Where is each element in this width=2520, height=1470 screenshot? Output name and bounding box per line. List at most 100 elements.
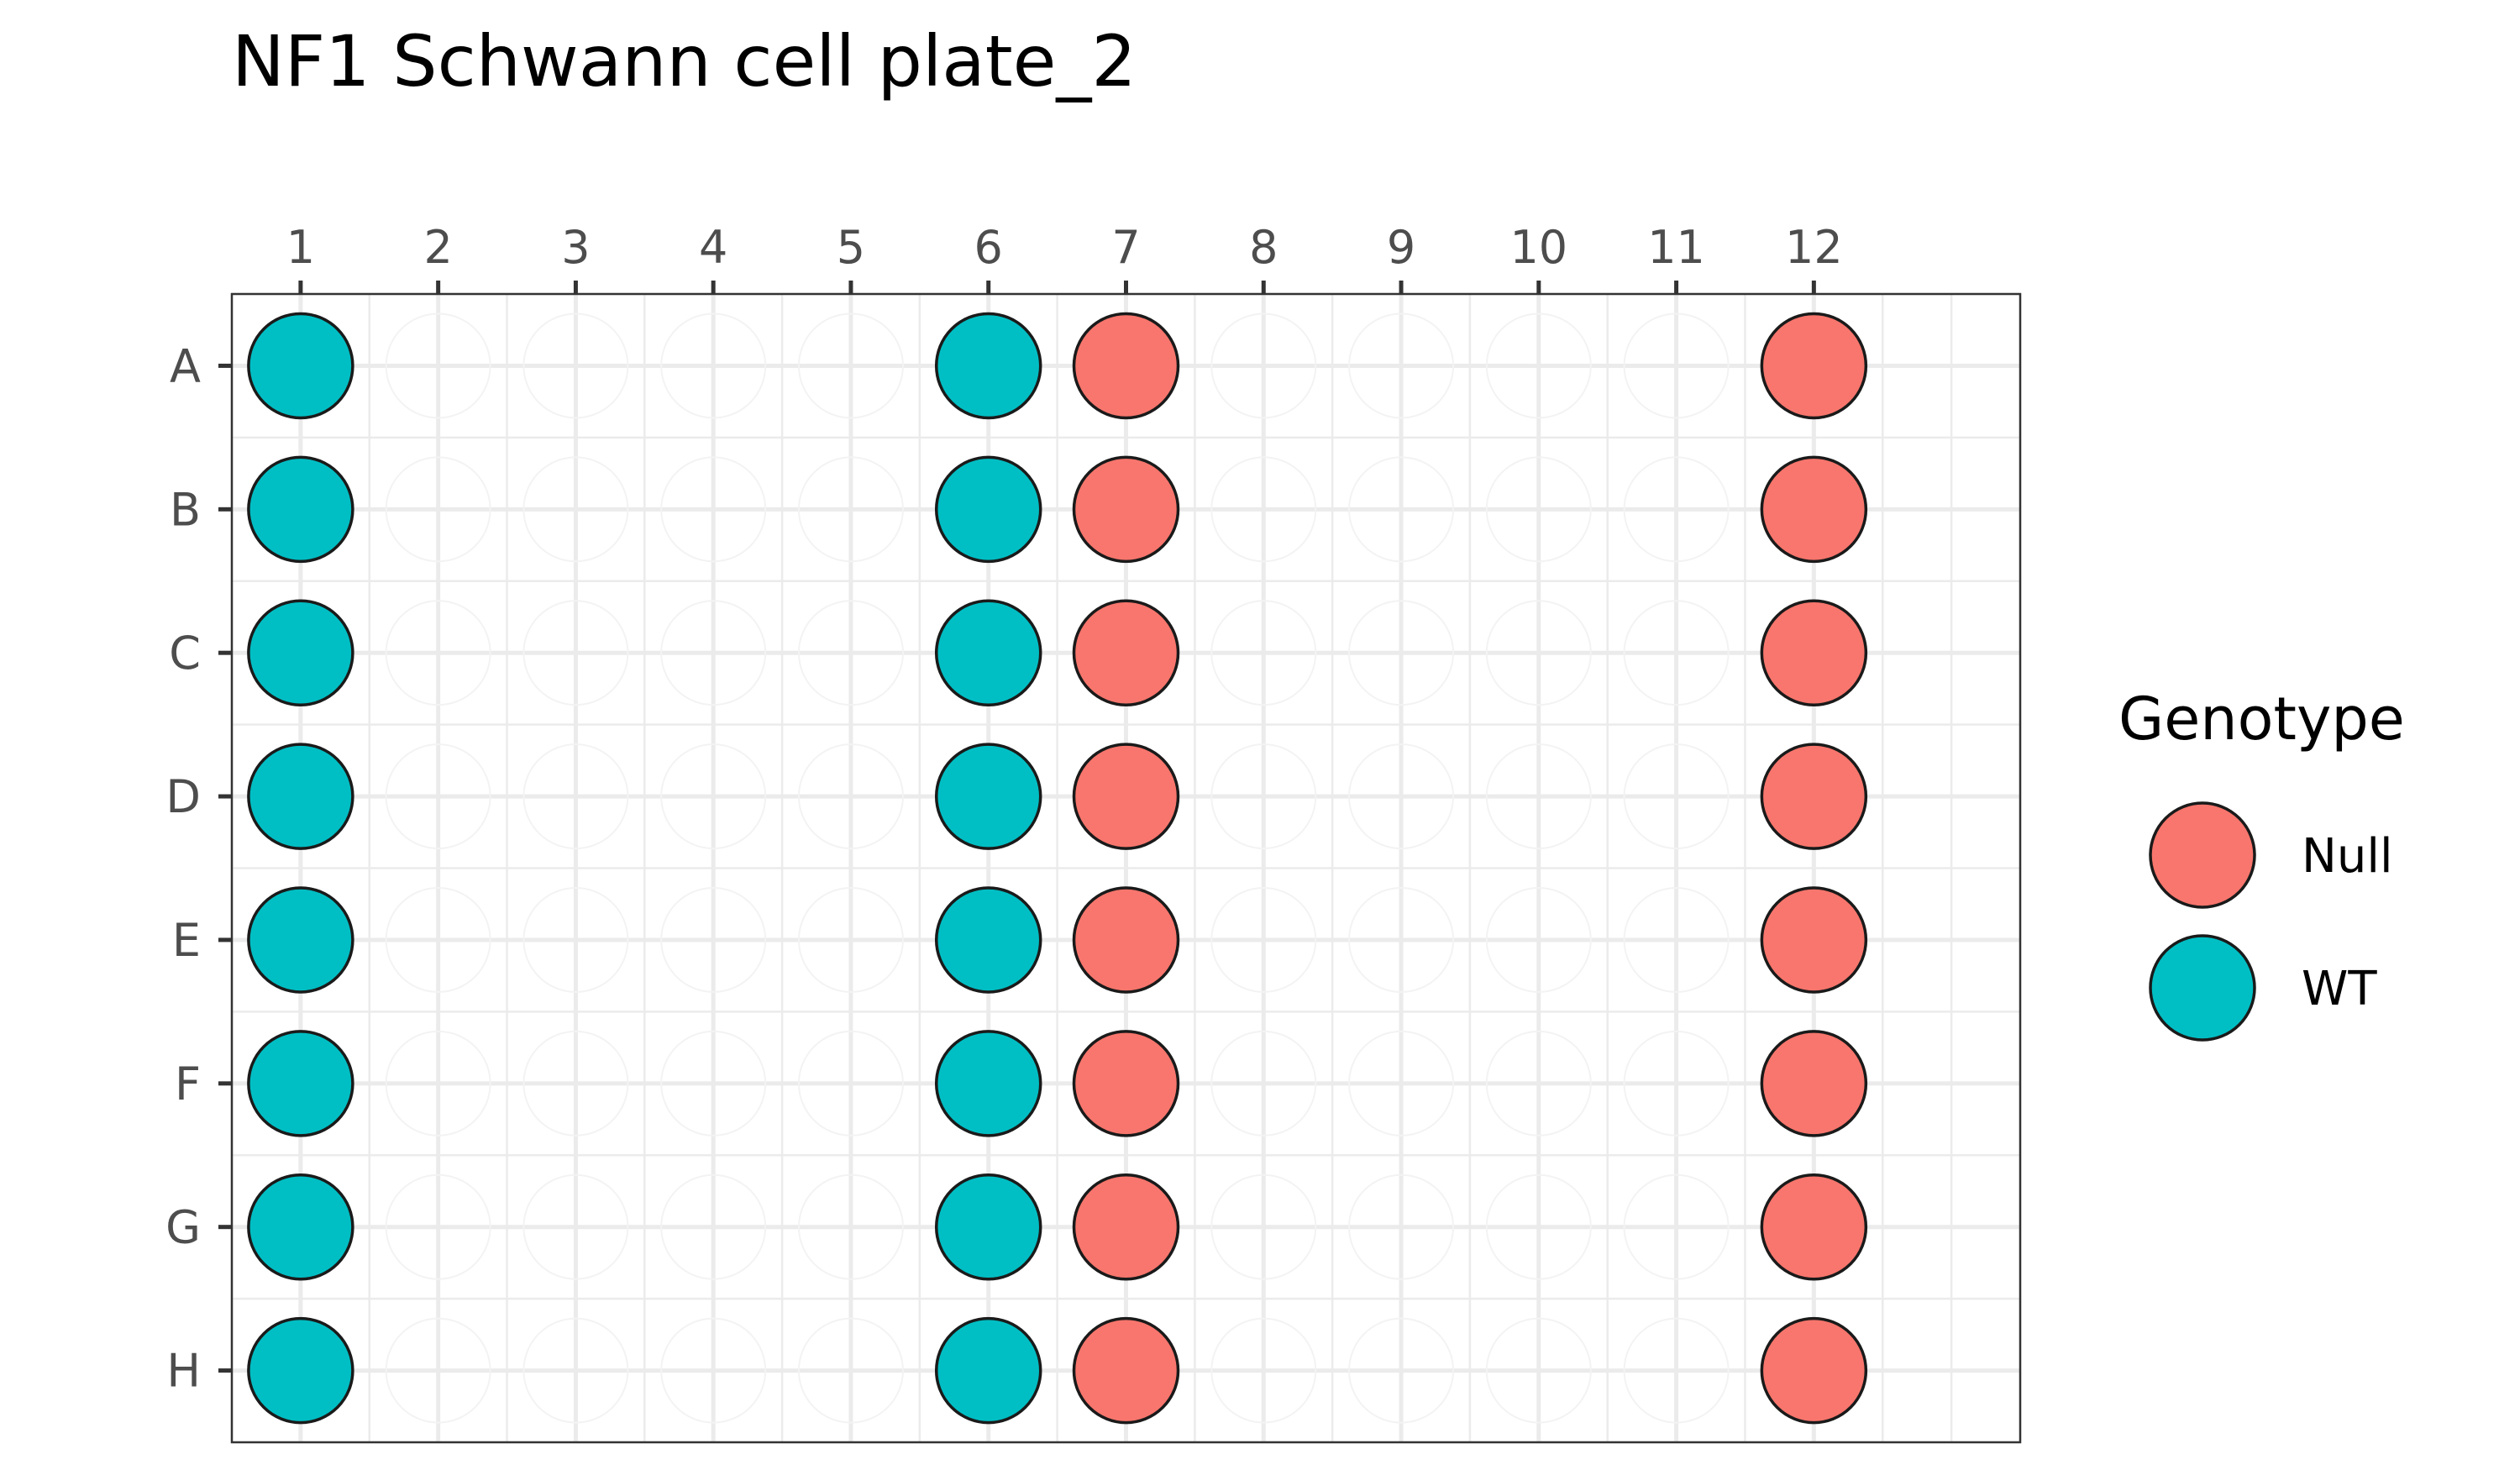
well-point <box>1072 1030 1180 1137</box>
empty-well <box>797 1317 904 1424</box>
empty-well <box>797 1030 904 1137</box>
x-tick-label: 6 <box>974 221 1003 274</box>
well-point <box>1072 455 1180 564</box>
well-point <box>934 599 1042 706</box>
empty-well <box>797 886 904 993</box>
empty-well <box>385 1030 491 1137</box>
empty-well <box>522 600 629 706</box>
empty-well <box>1485 312 1592 419</box>
empty-well <box>1210 1317 1317 1424</box>
x-tick-label: 11 <box>1647 221 1705 274</box>
well-point <box>1072 599 1180 706</box>
y-tick-label: D <box>165 770 201 823</box>
empty-well <box>797 312 904 419</box>
empty-well <box>522 1030 629 1137</box>
empty-well <box>797 456 904 563</box>
x-tick-label: 5 <box>837 221 865 274</box>
empty-well <box>1623 886 1730 993</box>
empty-well <box>522 456 629 563</box>
empty-well <box>1210 600 1317 706</box>
well-point <box>1760 1030 1868 1137</box>
empty-well <box>1485 456 1592 563</box>
y-tick-label: A <box>170 339 201 392</box>
empty-well <box>660 886 767 993</box>
empty-well <box>1485 1173 1592 1280</box>
empty-well <box>385 312 491 419</box>
empty-well <box>385 743 491 850</box>
well-point <box>1072 1316 1180 1425</box>
well-point <box>1760 1316 1868 1425</box>
well-point <box>247 312 354 420</box>
empty-well <box>385 456 491 563</box>
data-points <box>247 312 1868 1425</box>
well-point <box>1760 312 1868 420</box>
well-point <box>1760 599 1868 706</box>
well-point <box>1760 743 1868 850</box>
x-tick-label: 8 <box>1249 221 1278 274</box>
empty-well <box>797 1173 904 1280</box>
empty-well <box>1348 743 1455 850</box>
well-point <box>934 743 1042 850</box>
empty-well <box>660 456 767 563</box>
empty-well <box>660 1317 767 1424</box>
well-point <box>247 743 354 850</box>
empty-well <box>660 312 767 419</box>
well-point <box>934 1030 1042 1137</box>
empty-well <box>1348 600 1455 706</box>
empty-well <box>1485 1030 1592 1137</box>
empty-well <box>1623 1173 1730 1280</box>
y-tick-label: E <box>172 914 201 967</box>
x-tick-label: 2 <box>423 221 452 274</box>
empty-well <box>1348 1030 1455 1137</box>
well-point <box>934 312 1042 420</box>
well-point <box>247 886 354 994</box>
empty-well <box>1348 456 1455 563</box>
well-point <box>247 1316 354 1425</box>
x-tick-label: 4 <box>699 221 727 274</box>
well-point <box>247 1030 354 1137</box>
legend-key <box>2149 801 2256 909</box>
empty-well <box>1485 1317 1592 1424</box>
empty-well <box>660 1030 767 1137</box>
empty-well <box>1623 456 1730 563</box>
x-tick-label: 12 <box>1785 221 1843 274</box>
empty-well <box>522 1173 629 1280</box>
x-tick-label: 7 <box>1111 221 1140 274</box>
empty-well <box>660 1173 767 1280</box>
x-axis: 1 2 3 4 5 6 7 8 9 10 11 12 <box>286 221 1843 294</box>
empty-well <box>1623 743 1730 850</box>
empty-well <box>1210 312 1317 419</box>
well-point <box>1072 886 1180 994</box>
y-tick-label: C <box>169 627 201 680</box>
well-point <box>247 1173 354 1281</box>
empty-well <box>1210 1173 1317 1280</box>
empty-well <box>1210 886 1317 993</box>
well-point <box>247 455 354 564</box>
empty-well <box>385 886 491 993</box>
empty-well <box>1210 743 1317 850</box>
empty-well <box>1623 1030 1730 1137</box>
empty-well <box>660 743 767 850</box>
empty-well <box>1348 1173 1455 1280</box>
empty-well <box>1485 743 1592 850</box>
y-tick-label: B <box>170 483 201 536</box>
empty-well <box>1210 456 1317 563</box>
well-point <box>934 1173 1042 1281</box>
empty-well <box>797 743 904 850</box>
legend: Genotype Null WT <box>2118 685 2405 1042</box>
empty-well <box>1348 1317 1455 1424</box>
y-tick-label: G <box>165 1201 201 1254</box>
well-point <box>247 599 354 706</box>
well-point <box>1072 743 1180 850</box>
legend-label: Null <box>2302 829 2393 884</box>
well-point <box>934 455 1042 564</box>
well-point <box>1760 1173 1868 1281</box>
empty-well <box>385 1173 491 1280</box>
well-point <box>1760 886 1868 994</box>
x-tick-label: 3 <box>561 221 590 274</box>
empty-well <box>797 600 904 706</box>
empty-well <box>1210 1030 1317 1137</box>
empty-well <box>385 1317 491 1424</box>
well-point <box>934 886 1042 994</box>
